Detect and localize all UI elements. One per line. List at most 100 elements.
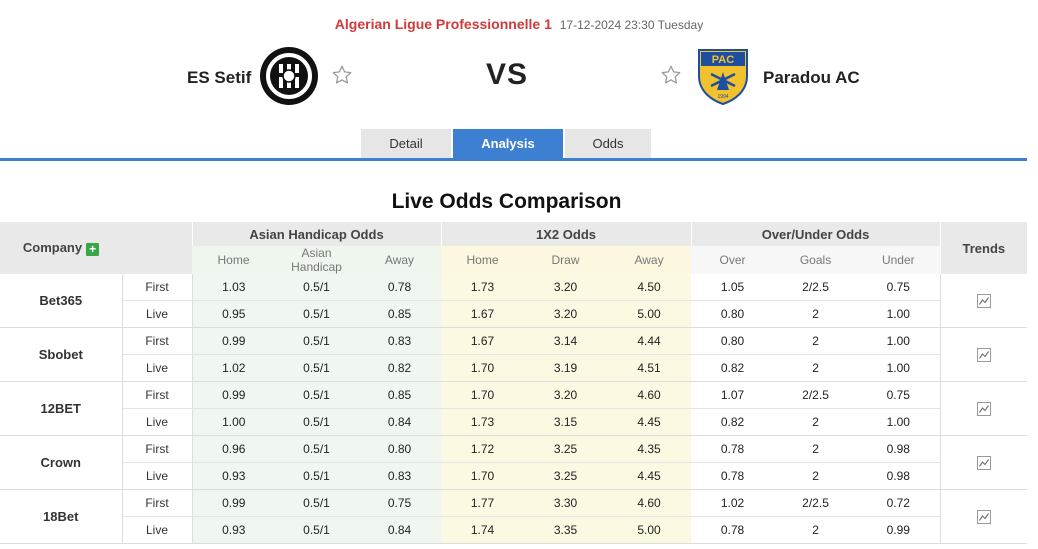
x12-away-odds[interactable]: 5.00 bbox=[607, 516, 692, 544]
ou-over-odds[interactable]: 1.05 bbox=[691, 274, 775, 301]
ah-away-odds[interactable]: 0.83 bbox=[358, 462, 441, 490]
ah-handicap-line[interactable]: 0.5/1 bbox=[275, 516, 358, 544]
ah-home-odds[interactable]: 0.95 bbox=[192, 300, 275, 328]
ou-over-odds[interactable]: 0.82 bbox=[691, 408, 775, 436]
ah-away-odds[interactable]: 0.75 bbox=[358, 489, 441, 517]
x12-home-odds[interactable]: 1.67 bbox=[441, 300, 524, 328]
home-team-name[interactable]: ES Setif bbox=[187, 68, 252, 87]
ou-goals-line[interactable]: 2/2.5 bbox=[774, 489, 858, 517]
line-chart-icon[interactable] bbox=[976, 293, 991, 308]
tab-detail[interactable]: Detail bbox=[361, 129, 451, 159]
x12-draw-odds[interactable]: 3.20 bbox=[524, 381, 607, 409]
ou-over-odds[interactable]: 0.80 bbox=[691, 300, 775, 328]
x12-draw-odds[interactable]: 3.19 bbox=[524, 354, 607, 382]
favorite-away-star-icon[interactable] bbox=[660, 64, 682, 86]
x12-away-odds[interactable]: 4.51 bbox=[607, 354, 692, 382]
ou-under-odds[interactable]: 0.75 bbox=[857, 274, 941, 301]
ou-goals-line[interactable]: 2/2.5 bbox=[774, 274, 858, 301]
x12-draw-odds[interactable]: 3.14 bbox=[524, 327, 607, 355]
ou-goals-line[interactable]: 2 bbox=[774, 354, 858, 382]
ah-home-odds[interactable]: 0.96 bbox=[192, 435, 275, 463]
favorite-home-star-icon[interactable] bbox=[331, 64, 353, 86]
x12-draw-odds[interactable]: 3.20 bbox=[524, 300, 607, 328]
ah-home-odds[interactable]: 0.99 bbox=[192, 327, 275, 355]
ou-goals-line[interactable]: 2 bbox=[774, 327, 858, 355]
ou-under-odds[interactable]: 1.00 bbox=[857, 408, 941, 436]
ah-away-odds[interactable]: 0.85 bbox=[358, 300, 441, 328]
ou-under-odds[interactable]: 0.99 bbox=[857, 516, 941, 544]
home-team-logo[interactable] bbox=[259, 46, 319, 106]
ou-goals-line[interactable]: 2 bbox=[774, 300, 858, 328]
ah-home-odds[interactable]: 1.03 bbox=[192, 274, 275, 301]
ou-goals-line[interactable]: 2 bbox=[774, 435, 858, 463]
away-team-logo[interactable]: PAC 1994 bbox=[693, 46, 753, 106]
ou-goals-line[interactable]: 2 bbox=[774, 516, 858, 544]
ou-under-odds[interactable]: 1.00 bbox=[857, 327, 941, 355]
ou-over-odds[interactable]: 0.78 bbox=[691, 435, 775, 463]
ah-handicap-line[interactable]: 0.5/1 bbox=[275, 489, 358, 517]
x12-away-odds[interactable]: 4.44 bbox=[607, 327, 692, 355]
company-name[interactable]: Bet365 bbox=[0, 274, 123, 328]
x12-draw-odds[interactable]: 3.25 bbox=[524, 435, 607, 463]
ah-handicap-line[interactable]: 0.5/1 bbox=[275, 435, 358, 463]
x12-home-odds[interactable]: 1.72 bbox=[441, 435, 524, 463]
line-chart-icon[interactable] bbox=[976, 401, 991, 416]
x12-away-odds[interactable]: 4.45 bbox=[607, 408, 692, 436]
ah-home-odds[interactable]: 0.93 bbox=[192, 462, 275, 490]
ou-under-odds[interactable]: 0.72 bbox=[857, 489, 941, 517]
ah-home-odds[interactable]: 0.99 bbox=[192, 381, 275, 409]
x12-home-odds[interactable]: 1.77 bbox=[441, 489, 524, 517]
ah-away-odds[interactable]: 0.82 bbox=[358, 354, 441, 382]
x12-away-odds[interactable]: 4.60 bbox=[607, 381, 692, 409]
x12-home-odds[interactable]: 1.73 bbox=[441, 274, 524, 301]
ou-under-odds[interactable]: 0.75 bbox=[857, 381, 941, 409]
ah-home-odds[interactable]: 0.93 bbox=[192, 516, 275, 544]
ah-handicap-line[interactable]: 0.5/1 bbox=[275, 274, 358, 301]
x12-away-odds[interactable]: 4.50 bbox=[607, 274, 692, 301]
x12-away-odds[interactable]: 4.35 bbox=[607, 435, 692, 463]
ah-away-odds[interactable]: 0.84 bbox=[358, 408, 441, 436]
ou-over-odds[interactable]: 0.82 bbox=[691, 354, 775, 382]
ou-over-odds[interactable]: 0.78 bbox=[691, 516, 775, 544]
ou-over-odds[interactable]: 0.78 bbox=[691, 462, 775, 490]
tab-analysis[interactable]: Analysis bbox=[453, 129, 563, 159]
x12-draw-odds[interactable]: 3.20 bbox=[524, 274, 607, 301]
ah-handicap-line[interactable]: 0.5/1 bbox=[275, 462, 358, 490]
x12-away-odds[interactable]: 5.00 bbox=[607, 300, 692, 328]
company-name[interactable]: Crown bbox=[0, 435, 123, 490]
away-team-name[interactable]: Paradou AC bbox=[763, 68, 860, 87]
ou-under-odds[interactable]: 1.00 bbox=[857, 354, 941, 382]
x12-home-odds[interactable]: 1.67 bbox=[441, 327, 524, 355]
plus-icon[interactable]: + bbox=[86, 242, 100, 256]
ah-away-odds[interactable]: 0.83 bbox=[358, 327, 441, 355]
x12-draw-odds[interactable]: 3.30 bbox=[524, 489, 607, 517]
ah-handicap-line[interactable]: 0.5/1 bbox=[275, 327, 358, 355]
ah-away-odds[interactable]: 0.80 bbox=[358, 435, 441, 463]
line-chart-icon[interactable] bbox=[976, 509, 991, 524]
ah-home-odds[interactable]: 0.99 bbox=[192, 489, 275, 517]
ou-under-odds[interactable]: 0.98 bbox=[857, 435, 941, 463]
ah-away-odds[interactable]: 0.84 bbox=[358, 516, 441, 544]
ah-home-odds[interactable]: 1.00 bbox=[192, 408, 275, 436]
ah-away-odds[interactable]: 0.78 bbox=[358, 274, 441, 301]
ou-goals-line[interactable]: 2/2.5 bbox=[774, 381, 858, 409]
tab-odds[interactable]: Odds bbox=[565, 129, 651, 159]
ou-over-odds[interactable]: 1.02 bbox=[691, 489, 775, 517]
x12-home-odds[interactable]: 1.70 bbox=[441, 381, 524, 409]
league-name[interactable]: Algerian Ligue Professionnelle 1 bbox=[334, 16, 552, 32]
ou-goals-line[interactable]: 2 bbox=[774, 462, 858, 490]
ah-handicap-line[interactable]: 0.5/1 bbox=[275, 300, 358, 328]
line-chart-icon[interactable] bbox=[976, 347, 991, 362]
x12-home-odds[interactable]: 1.73 bbox=[441, 408, 524, 436]
company-name[interactable]: Sbobet bbox=[0, 327, 123, 382]
ou-under-odds[interactable]: 0.98 bbox=[857, 462, 941, 490]
x12-draw-odds[interactable]: 3.15 bbox=[524, 408, 607, 436]
x12-home-odds[interactable]: 1.70 bbox=[441, 462, 524, 490]
ah-home-odds[interactable]: 1.02 bbox=[192, 354, 275, 382]
ah-handicap-line[interactable]: 0.5/1 bbox=[275, 381, 358, 409]
x12-away-odds[interactable]: 4.60 bbox=[607, 489, 692, 517]
ah-handicap-line[interactable]: 0.5/1 bbox=[275, 354, 358, 382]
x12-draw-odds[interactable]: 3.25 bbox=[524, 462, 607, 490]
ah-handicap-line[interactable]: 0.5/1 bbox=[275, 408, 358, 436]
company-name[interactable]: 12BET bbox=[0, 381, 123, 436]
